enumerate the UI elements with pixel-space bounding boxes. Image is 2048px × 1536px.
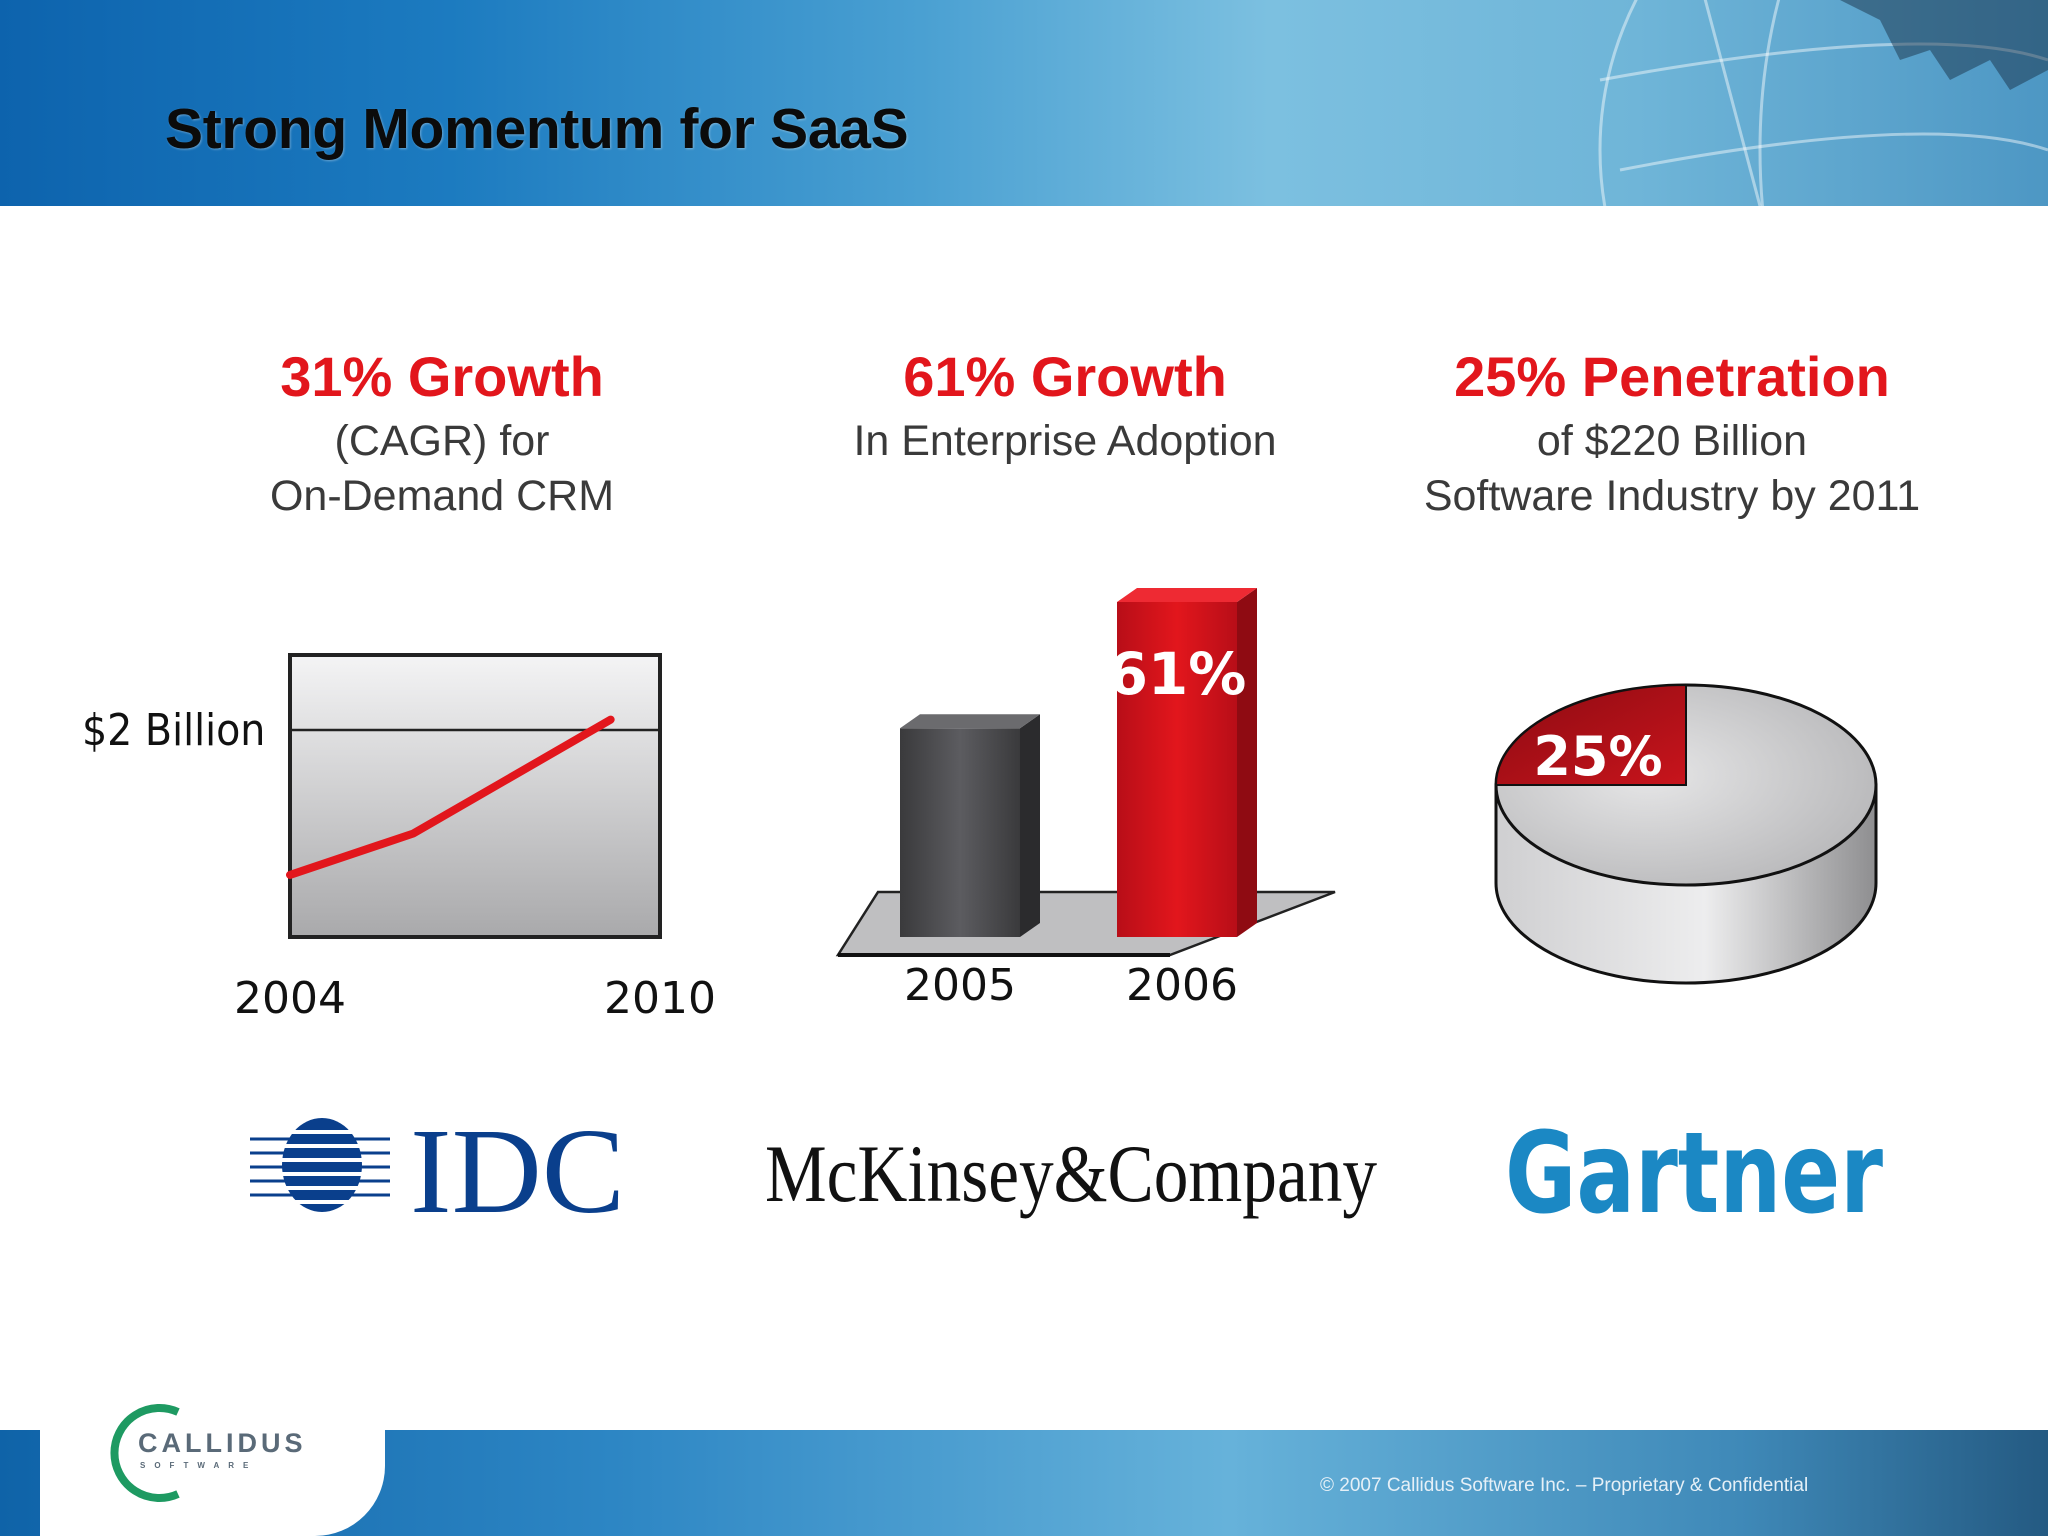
pie-slice-25 [1494,683,1687,786]
bar-side-2006 [1237,588,1257,937]
idc-logo: IDC [250,1110,625,1220]
pie-slice-label: 25% [1533,725,1662,788]
bar-side-2005 [1020,714,1040,937]
crm-growth-line-chart: $2 Billion 2004 2010 [82,653,716,1024]
idc-wordmark: IDC [410,1110,625,1220]
idc-headline: 31% Growth [280,345,604,408]
software-penetration-pie-chart: 25% [1494,683,1878,985]
callidus-swoosh-icon [110,1404,180,1502]
y-tick-label: $2 Billion [82,705,265,756]
x-tick-2010: 2010 [604,973,716,1024]
gartner-subtext-line1: of $220 Billion [1536,417,1808,465]
idc-subtext-line2: On-Demand CRM [269,472,615,520]
slide-title: Strong Momentum for SaaS [165,97,909,161]
mckinsey-headline: 61% Growth [903,345,1227,408]
callidus-logo-name: CALLIDUS [138,1428,307,1458]
bar-2005 [900,728,1020,937]
enterprise-adoption-bar-chart: 61% 2005 2006 [835,588,1336,1011]
x-tick-2005: 2005 [904,960,1016,1011]
mckinsey-column: 61% Growth In Enterprise Adoption [745,340,1385,469]
x-tick-2006: 2006 [1126,960,1238,1011]
gartner-wordmark: Gartner [1505,1110,1883,1225]
gartner-column: 25% Penetration of $220 Billion Software… [1352,340,1992,524]
gartner-headline: 25% Penetration [1454,345,1890,408]
bar-2006 [1117,602,1237,937]
crm-series-line [286,715,615,879]
header-banner: Strong Momentum for SaaS [0,0,2048,206]
callidus-logo-tagline: SOFTWARE [140,1461,258,1470]
mckinsey-logo: McKinsey&Company [765,1128,1377,1219]
mckinsey-subtext-line1: In Enterprise Adoption [853,417,1277,465]
footer-logo-tab [40,1418,385,1536]
bar-top-2006 [1117,588,1257,602]
bar-data-label: 61% [1108,640,1247,708]
globe-graphic [1598,0,2048,206]
x-tick-2004: 2004 [234,973,346,1024]
idc-column: 31% Growth (CAGR) for On-Demand CRM [122,340,762,524]
gartner-logo: Gartner [1505,1110,1883,1225]
copyright-notice: © 2007 Callidus Software Inc. – Propriet… [1320,1475,1809,1496]
idc-subtext-line1: (CAGR) for [334,417,550,465]
mckinsey-wordmark: McKinsey&Company [765,1128,1377,1219]
bar-top-2005 [900,714,1040,729]
gartner-subtext-line2: Software Industry by 2011 [1423,472,1921,520]
